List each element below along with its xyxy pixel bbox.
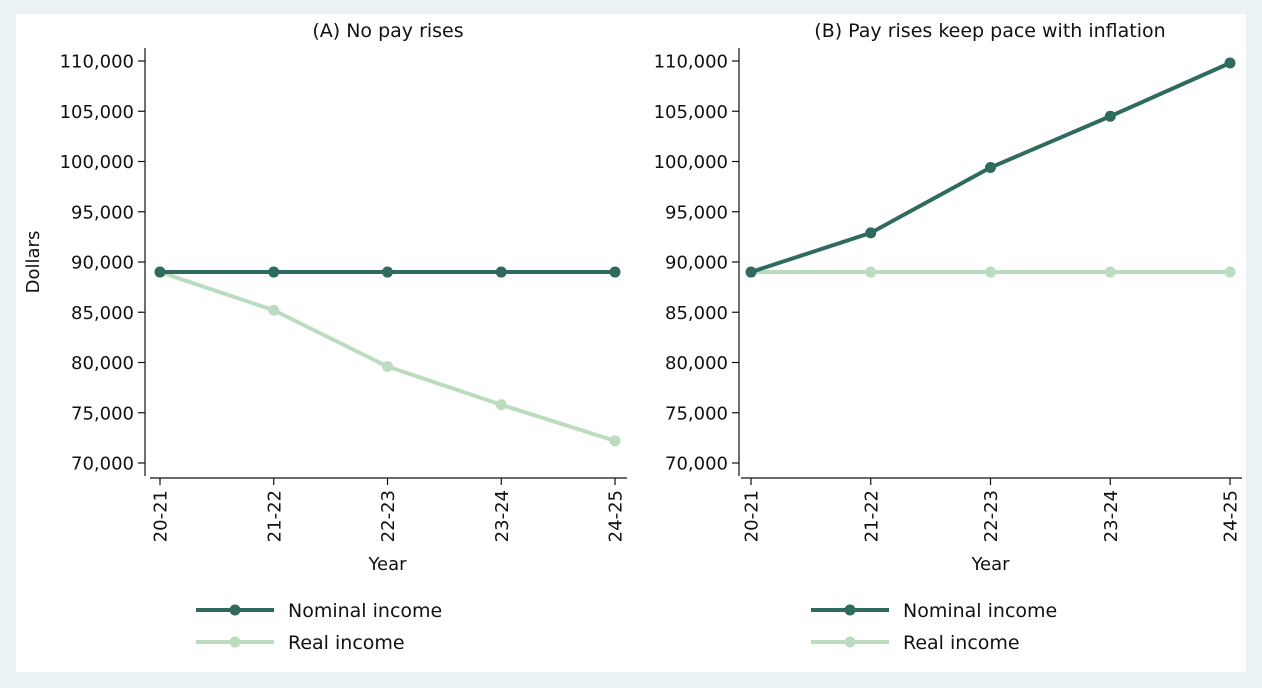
series-line-real-income [159, 270, 616, 443]
legend-marker-nominal-income [229, 604, 241, 616]
y-tick-label: 85,000 [71, 303, 134, 324]
panel-title: (B) Pay rises keep pace with inflation [814, 20, 1165, 42]
x-tick-label: 21-22 [861, 490, 882, 542]
legend-marker-real-income [844, 636, 856, 648]
legend-marker-nominal-income [844, 604, 856, 616]
legend-label-nominal-income: Nominal income [288, 600, 442, 622]
data-point-real-income [609, 435, 621, 447]
y-tick-label: 100,000 [60, 152, 134, 173]
x-tick-label: 21-22 [264, 490, 285, 542]
y-tick-label: 100,000 [654, 152, 728, 173]
y-tick-label: 95,000 [665, 202, 728, 223]
y-tick-label: 80,000 [71, 353, 134, 374]
data-point-real-income [1224, 266, 1236, 278]
y-tick-label: 85,000 [665, 303, 728, 324]
data-point-nominal-income [865, 227, 877, 239]
data-point-nominal-income [609, 266, 621, 278]
data-point-real-income [495, 399, 507, 411]
panel-a: (A) No pay rises 70,000 75,000 80,000 85,000… [23, 20, 627, 654]
y-tick-label: 75,000 [665, 403, 728, 424]
x-axis-title: Year [970, 554, 1010, 575]
data-point-nominal-income [154, 266, 166, 278]
data-point-nominal-income [1224, 57, 1236, 69]
data-point-nominal-income [268, 266, 280, 278]
data-point-real-income [382, 361, 393, 373]
legend-marker-real-income [229, 636, 241, 648]
data-point-real-income [1104, 266, 1116, 278]
y-tick-label: 80,000 [665, 353, 728, 374]
x-tick-label: 23-24 [1101, 490, 1122, 542]
data-point-real-income [865, 266, 877, 278]
data-point-real-income [268, 304, 280, 316]
y-tick-label: 105,000 [654, 102, 728, 123]
y-tick-label: 75,000 [71, 403, 134, 424]
panel-b: (B) Pay rises keep pace with inflation 70… [654, 20, 1242, 654]
legend-label-real-income: Real income [288, 632, 405, 654]
data-point-nominal-income [745, 266, 757, 278]
panel-title: (A) No pay rises [312, 20, 463, 42]
data-point-nominal-income [495, 266, 507, 278]
x-axis-title: Year [367, 554, 407, 575]
y-tick-label: 70,000 [71, 454, 134, 475]
chart-canvas: (A) No pay rises 70,000 75,000 80,000 85,000… [23, 20, 1242, 654]
y-tick-label: 90,000 [71, 253, 134, 274]
data-point-nominal-income [1104, 110, 1116, 122]
data-point-nominal-income [382, 266, 393, 278]
figure: (A) No pay rises 70,000 75,000 80,000 85,000… [16, 14, 1246, 672]
y-tick-label: 110,000 [60, 52, 134, 73]
x-tick-label: 22-23 [378, 490, 399, 542]
y-tick-label: 70,000 [665, 454, 728, 475]
data-point-real-income [985, 266, 996, 278]
x-tick-label: 20-21 [151, 490, 172, 542]
y-tick-label: 105,000 [60, 102, 134, 123]
y-axis-title: Dollars [23, 231, 44, 294]
legend-label-nominal-income: Nominal income [903, 600, 1057, 622]
y-tick-label: 90,000 [665, 253, 728, 274]
legend-label-real-income: Real income [903, 632, 1020, 654]
x-tick-label: 22-23 [981, 490, 1002, 542]
x-tick-label: 24-25 [606, 490, 627, 542]
x-tick-label: 20-21 [742, 490, 763, 542]
data-point-nominal-income [985, 162, 996, 174]
x-tick-label: 24-25 [1221, 490, 1242, 542]
x-tick-label: 23-24 [492, 490, 513, 542]
y-tick-label: 95,000 [71, 202, 134, 223]
y-tick-label: 110,000 [654, 52, 728, 73]
